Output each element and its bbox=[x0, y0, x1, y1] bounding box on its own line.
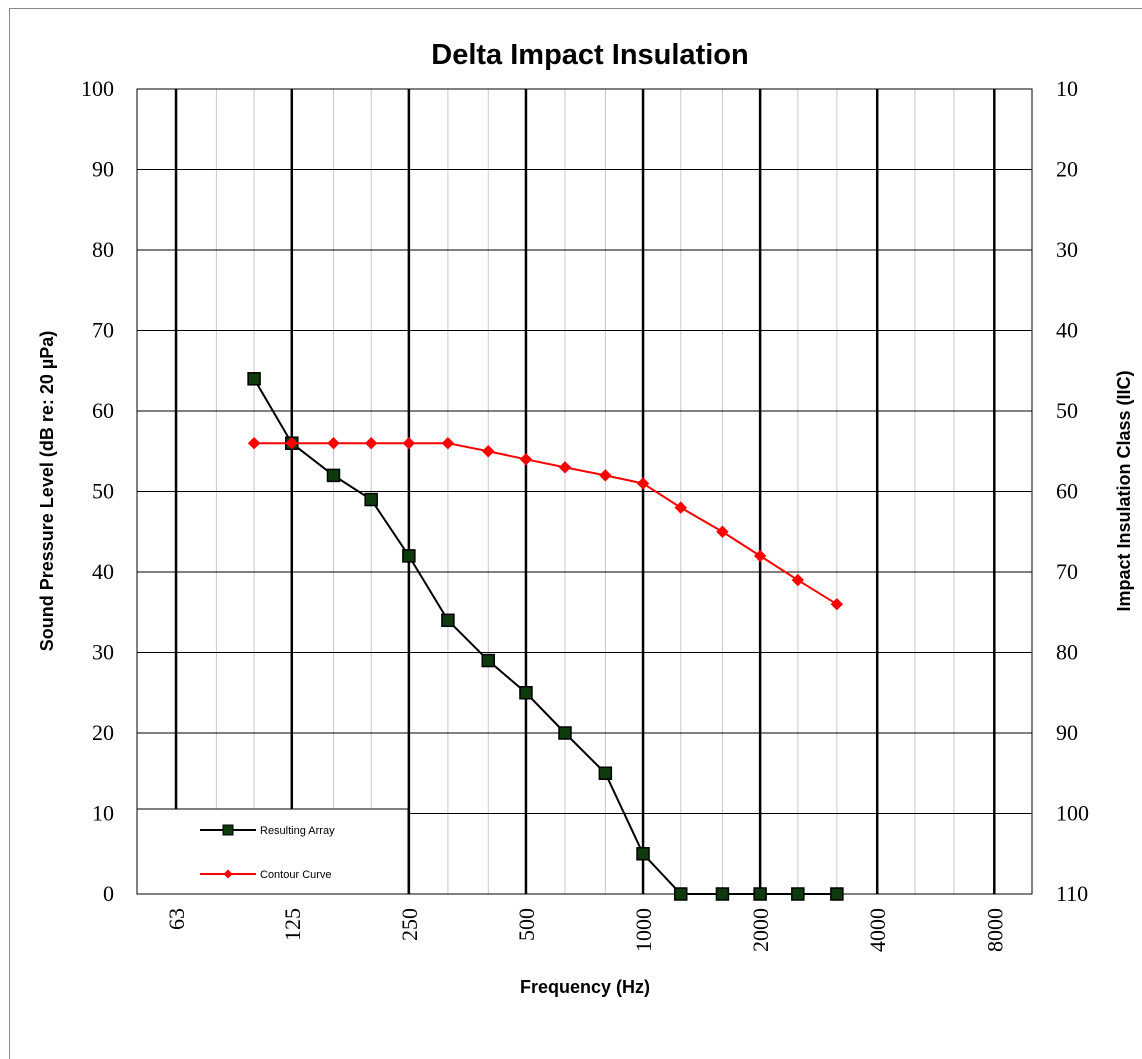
data-point-diamond bbox=[402, 436, 416, 450]
y-tick-label: 90 bbox=[92, 157, 114, 182]
data-point-square bbox=[715, 887, 730, 901]
y-tick-label: 50 bbox=[92, 479, 114, 504]
major-gridlines bbox=[137, 88, 1032, 895]
y-tick-label: 60 bbox=[92, 398, 114, 423]
data-point-square bbox=[364, 492, 378, 507]
y-tick-label: 40 bbox=[92, 559, 114, 584]
data-point-diamond bbox=[327, 436, 340, 450]
x-tick-label: 63 bbox=[164, 908, 189, 930]
data-point-diamond bbox=[753, 549, 767, 563]
x-tick-label: 2000 bbox=[748, 908, 773, 952]
y2-tick-label: 30 bbox=[1056, 237, 1078, 262]
y2-tick-label: 80 bbox=[1056, 640, 1078, 665]
y-tick-label: 10 bbox=[92, 801, 114, 826]
x-tick-label: 1000 bbox=[631, 908, 656, 952]
y-tick-label: 100 bbox=[81, 76, 114, 101]
chart-title: Delta Impact Insulation bbox=[431, 39, 748, 71]
data-point-diamond bbox=[285, 436, 298, 450]
x-tick-label: 250 bbox=[397, 908, 422, 941]
legend-box bbox=[136, 808, 409, 895]
data-point-diamond bbox=[674, 501, 687, 514]
data-point-diamond bbox=[830, 597, 844, 611]
data-point-square bbox=[673, 887, 688, 901]
data-point-square bbox=[326, 468, 341, 483]
y2-tick-label: 70 bbox=[1056, 559, 1078, 584]
y2-tick-label: 40 bbox=[1056, 318, 1078, 343]
chart-svg: Delta Impact Insulation Resulting Array C… bbox=[37, 39, 1134, 997]
y2-tick-label: 50 bbox=[1056, 398, 1078, 423]
series-line-2 bbox=[254, 442, 838, 606]
data-point-square bbox=[558, 726, 572, 740]
legend-label: Contour Curve bbox=[260, 869, 332, 881]
series-line-1 bbox=[253, 378, 837, 895]
data-point-square bbox=[519, 686, 533, 700]
legend-marker bbox=[223, 869, 233, 879]
data-point-square bbox=[441, 613, 455, 628]
x-tick-label: 125 bbox=[280, 908, 305, 941]
y2-tick-label: 10 bbox=[1056, 76, 1078, 101]
data-point-square bbox=[402, 549, 416, 563]
x-tick-label: 4000 bbox=[865, 908, 890, 952]
data-point-diamond bbox=[519, 453, 533, 466]
data-point-diamond bbox=[482, 445, 495, 458]
data-point-square bbox=[598, 766, 613, 780]
y2-tick-label: 100 bbox=[1056, 801, 1089, 826]
x-tick-label: 500 bbox=[514, 908, 539, 941]
y-axis-title: Sound Pressure Level (dB re: 20 µPa) bbox=[37, 331, 57, 651]
data-point-square bbox=[791, 887, 805, 901]
y2-tick-label: 110 bbox=[1056, 881, 1088, 906]
y2-axis-title: Impact Insulation Class (IIC) bbox=[1114, 370, 1134, 611]
y2-tick-label: 60 bbox=[1056, 479, 1078, 504]
y2-tick-label: 90 bbox=[1056, 720, 1078, 745]
data-point-diamond bbox=[558, 461, 572, 474]
chart-frame bbox=[9, 8, 1142, 1059]
data-point-diamond bbox=[247, 436, 261, 450]
legend-marker bbox=[222, 824, 234, 836]
data-point-diamond bbox=[441, 436, 455, 450]
tick-labels: 0 10 20 30 40 50 60 70 80 90 100 110 100 90 80 70 60 50 40… bbox=[81, 76, 1089, 952]
y-tick-label: 80 bbox=[92, 237, 114, 262]
series-group bbox=[247, 372, 844, 901]
data-point-square bbox=[830, 887, 844, 901]
y2-tick-label: 20 bbox=[1056, 157, 1078, 182]
data-point-diamond bbox=[636, 477, 650, 490]
data-point-square bbox=[636, 847, 650, 861]
y-tick-label: 0 bbox=[103, 881, 114, 906]
x-tick-label: 8000 bbox=[982, 908, 1007, 952]
data-point-square bbox=[247, 372, 261, 386]
y-tick-label: 70 bbox=[92, 318, 114, 343]
legend-label: Resulting Array bbox=[260, 825, 335, 837]
plot-border bbox=[136, 88, 1033, 895]
data-point-diamond bbox=[791, 573, 805, 587]
data-point-square bbox=[481, 653, 496, 668]
y-tick-label: 20 bbox=[92, 720, 114, 745]
y-tick-label: 30 bbox=[92, 640, 114, 665]
x-axis-title: Frequency (Hz) bbox=[520, 977, 650, 997]
data-point-diamond bbox=[599, 469, 612, 482]
data-point-diamond bbox=[364, 436, 378, 450]
data-point-square bbox=[753, 887, 767, 901]
legend: Resulting Array Contour Curve bbox=[136, 808, 409, 895]
data-point-diamond bbox=[716, 525, 729, 538]
